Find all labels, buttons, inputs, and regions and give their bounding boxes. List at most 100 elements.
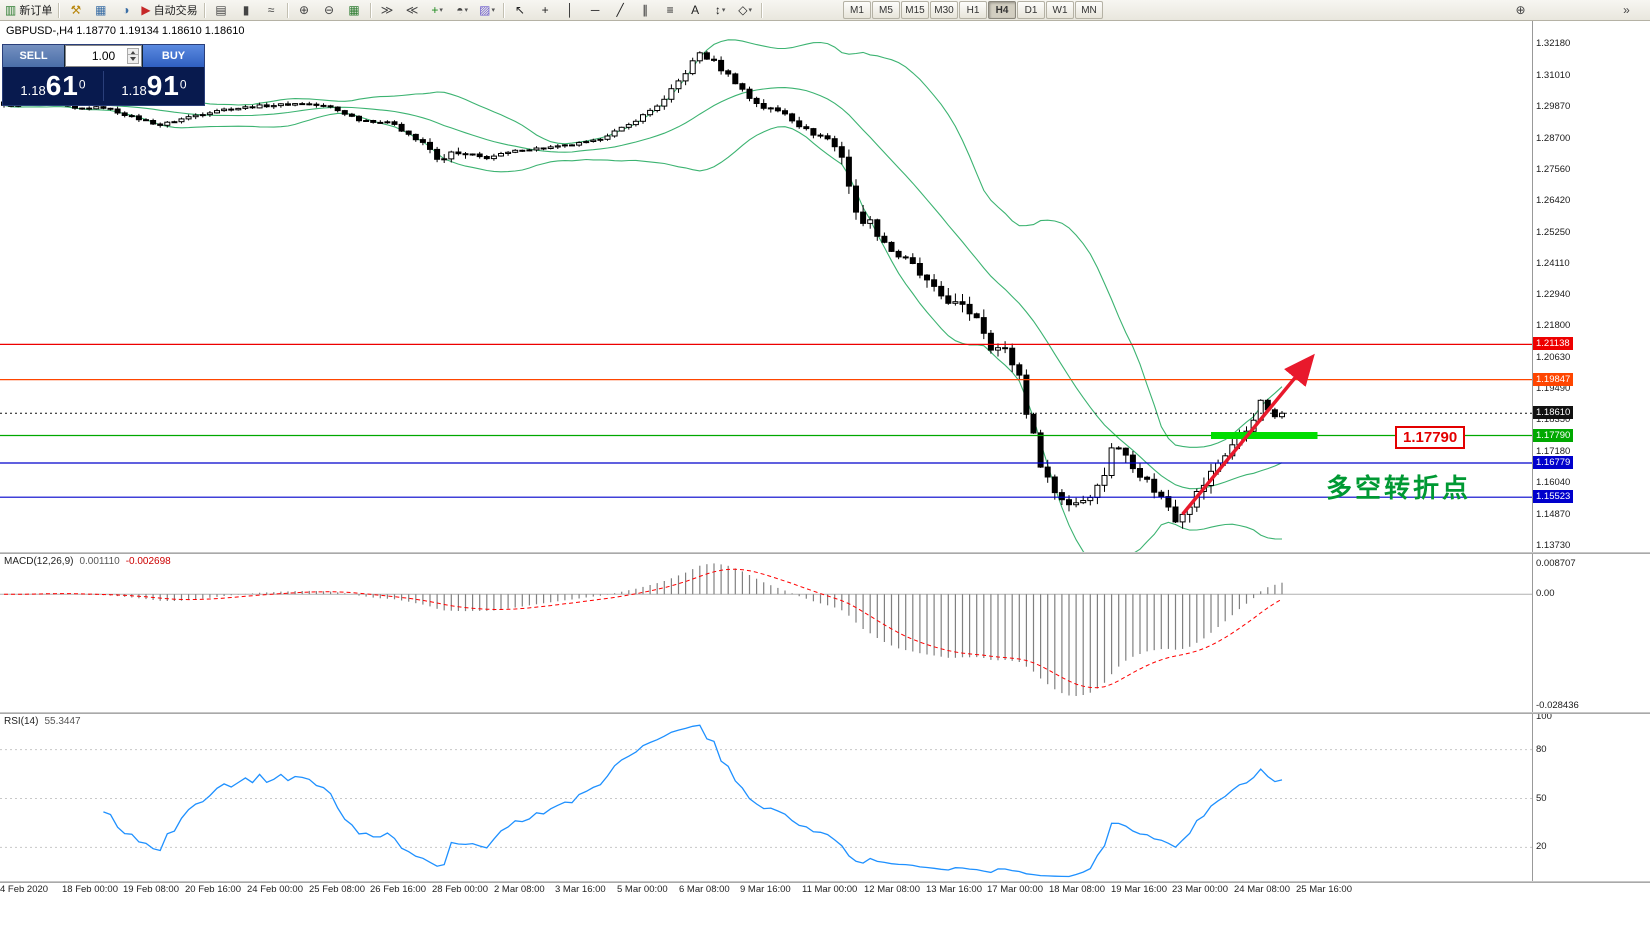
time-axis-label: 11 Mar 00:00 (802, 884, 858, 895)
shapes-icon: ◇ (738, 3, 748, 17)
text-icon[interactable]: A (683, 0, 708, 20)
price-annotation-tag: 1.17790 (1395, 426, 1466, 449)
price-axis-label: 1.18350 (1536, 414, 1571, 425)
new-order-icon: ▥ (5, 3, 17, 17)
turning-point-annotation: 多空转折点 (1326, 473, 1472, 503)
timeframe-d1[interactable]: D1 (1017, 1, 1045, 19)
price-level-badge: 1.15523 (1533, 490, 1574, 503)
price-chart[interactable] (0, 20, 1532, 554)
timeframe-m30[interactable]: M30 (930, 1, 958, 19)
candlestick-chart-icon[interactable]: ▮ (234, 0, 259, 20)
data-window-icon[interactable]: ▦ (88, 0, 113, 20)
price-axis[interactable]: 1.32180 1.31010 1.29870 1.28700 1.27560 1.264… (1532, 20, 1650, 883)
symbol-info: GBPUSD-,H4 1.18770 1.19134 1.18610 1.186… (6, 25, 245, 37)
price-axis-label: 1.26420 (1536, 195, 1571, 206)
vertical-line-icon[interactable]: │ (558, 0, 583, 20)
toolbar-right-group: ⊕ (1508, 0, 1533, 20)
zoom-preset-icon[interactable]: ⊕ (1508, 0, 1533, 20)
expert-advisors-icon[interactable]: ⚒ (63, 0, 88, 20)
trade-panel-prices: 1.18610 1.18910 (3, 67, 204, 105)
zoom-out-icon[interactable]: ⊖ (317, 0, 342, 20)
candlestick-chart-icon: ▮ (242, 3, 250, 17)
fibonacci-icon[interactable]: ≡ (658, 0, 683, 20)
panel-splitter[interactable] (0, 881, 1650, 883)
price-axis-label: 1.14870 (1536, 509, 1571, 520)
price-level-badge: 1.21138 (1533, 337, 1573, 350)
sell-price-sup: 0 (78, 77, 86, 92)
rsi-panel[interactable] (0, 714, 1532, 881)
buy-price-sup: 0 (179, 77, 187, 92)
macd-axis-label: -0.028436 (1536, 700, 1579, 711)
sell-button[interactable]: SELL (3, 45, 65, 67)
time-axis-label: 18 Mar 08:00 (1049, 884, 1105, 895)
timeframe-h4[interactable]: H4 (988, 1, 1016, 19)
bar-chart-icon[interactable]: ▤ (209, 0, 234, 20)
macd-panel[interactable] (0, 554, 1532, 712)
strategy-tester-icon[interactable]: ◑ (113, 0, 138, 20)
arrows-icon[interactable]: ↕ ▾ (708, 0, 733, 20)
time-axis-label: 13 Mar 16:00 (926, 884, 982, 895)
price-axis-label: 1.13730 (1536, 540, 1571, 551)
volume-value[interactable]: 1.00 (91, 49, 116, 63)
buy-price[interactable]: 1.18910 (104, 70, 204, 102)
zoom-preset-icon: ⊕ (1515, 3, 1526, 17)
autotrade-button[interactable]: ▶ 自动交易 (138, 0, 200, 20)
time-axis: 4 Feb 2020 18 Feb 00:00 19 Feb 08:00 20 Feb… (0, 883, 1650, 898)
price-axis-label: 1.28700 (1536, 133, 1571, 144)
price-axis-label: 1.17180 (1536, 446, 1571, 457)
dropdown-arrow-icon: ▾ (439, 7, 443, 14)
toolbar-overflow-icon[interactable]: » (1614, 0, 1639, 20)
time-axis-label: 26 Feb 16:00 (370, 884, 426, 895)
zoom-out-icon: ⊖ (324, 3, 335, 17)
price-axis-label: 1.24110 (1536, 258, 1570, 269)
time-axis-label: 25 Feb 08:00 (309, 884, 365, 895)
cursor-icon[interactable]: ↖ (508, 0, 533, 20)
horizontal-line-icon[interactable]: ─ (583, 0, 608, 20)
arrows-icon: ↕ (714, 3, 721, 17)
timeframe-m1[interactable]: M1 (843, 1, 871, 19)
panel-splitter[interactable] (0, 712, 1650, 714)
macd-name: MACD(12,26,9) (4, 556, 74, 567)
line-chart-icon[interactable]: ≈ (259, 0, 284, 20)
tile-windows-icon[interactable]: ▦ (342, 0, 367, 20)
macd-main-value: 0.001110 (79, 556, 120, 567)
timeframe-h1[interactable]: H1 (959, 1, 987, 19)
templates-icon[interactable]: ▨ ▾ (475, 0, 500, 20)
macd-label: MACD(12,26,9) 0.001110 -0.002698 (4, 556, 171, 567)
rsi-label: RSI(14) 55.3447 (4, 716, 81, 727)
new-order-button[interactable]: ▥ 新订单 (2, 0, 55, 20)
timeframe-w1[interactable]: W1 (1046, 1, 1074, 19)
timeframe-m15[interactable]: M15 (901, 1, 929, 19)
zoom-in-icon[interactable]: ⊕ (292, 0, 317, 20)
volume-decrease-button[interactable] (127, 54, 139, 64)
periods-icon[interactable]: ◓ ▾ (450, 0, 475, 20)
toolbar-separator (760, 2, 763, 18)
rsi-axis-label: 50 (1536, 793, 1547, 804)
volume-field[interactable]: 1.00 (65, 45, 142, 67)
trend-arrow (1181, 353, 1315, 516)
indicators-icon[interactable]: + ▾ (425, 0, 450, 20)
crosshair-icon[interactable]: + (533, 0, 558, 20)
auto-scroll-icon: ≫ (380, 3, 394, 17)
buy-price-big: 91 (146, 70, 180, 101)
channel-icon[interactable]: ∥ (633, 0, 658, 20)
shapes-icon[interactable]: ◇ ▾ (733, 0, 758, 20)
price-axis-label: 1.31010 (1536, 70, 1571, 81)
time-axis-label: 19 Mar 16:00 (1111, 884, 1167, 895)
trendline-icon[interactable]: ╱ (608, 0, 633, 20)
timeframe-toolbar: M1 M5 M15 M30 H1 H4 D1 W1 MN (843, 1, 1104, 19)
chart-shift-icon[interactable]: ≪ (400, 0, 425, 20)
auto-scroll-icon[interactable]: ≫ (375, 0, 400, 20)
line-chart-icon: ≈ (267, 3, 275, 17)
panel-splitter[interactable] (0, 552, 1650, 554)
text-icon: A (691, 3, 700, 17)
sell-price[interactable]: 1.18610 (3, 70, 103, 102)
toolbar-options-icon[interactable]: ▾ (1642, 0, 1650, 20)
new-order-label: 新订单 (19, 5, 53, 17)
time-axis-label: 2 Mar 08:00 (494, 884, 545, 895)
time-axis-label: 18 Feb 00:00 (62, 884, 118, 895)
timeframe-m5[interactable]: M5 (872, 1, 900, 19)
timeframe-mn[interactable]: MN (1075, 1, 1103, 19)
toolbar-separator (203, 2, 206, 18)
buy-button[interactable]: BUY (142, 45, 204, 67)
